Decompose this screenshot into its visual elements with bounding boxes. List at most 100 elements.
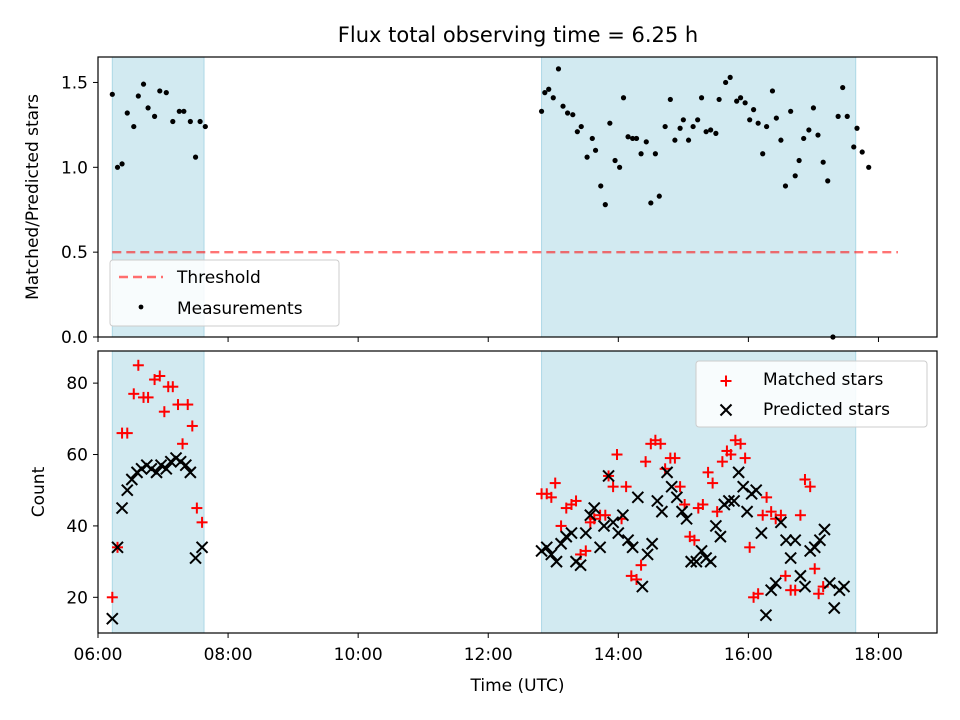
matched-star-point bbox=[549, 477, 561, 489]
matched-star-point bbox=[688, 534, 700, 546]
measurement-point bbox=[815, 132, 821, 138]
measurement-point bbox=[769, 88, 776, 94]
legend-plus-marker bbox=[720, 375, 732, 387]
cross-stroke bbox=[675, 505, 689, 518]
matched-star-point bbox=[757, 509, 769, 521]
predicted-star-point bbox=[709, 519, 723, 533]
matched-star-point bbox=[182, 399, 194, 411]
matched-star-point bbox=[711, 506, 723, 518]
y-tick-label: 80 bbox=[66, 374, 88, 394]
measurement-point bbox=[145, 105, 151, 111]
measurement-point bbox=[140, 81, 147, 87]
x-tick-label: 18:00 bbox=[854, 645, 903, 665]
ratio-legend: Threshold Measurements bbox=[109, 259, 340, 327]
measurement-point bbox=[620, 95, 627, 101]
matched-star-point bbox=[599, 509, 611, 521]
measurement-point bbox=[796, 157, 802, 164]
matched-star-point bbox=[106, 591, 118, 603]
cross-stroke bbox=[626, 541, 639, 554]
measurement-point bbox=[589, 135, 595, 142]
cross-stroke bbox=[641, 548, 654, 561]
count-y-ticks: 20 40 60 80 bbox=[66, 374, 98, 608]
matched-star-point bbox=[659, 463, 671, 475]
predicted-star-point bbox=[593, 541, 607, 554]
predicted-star-point bbox=[184, 466, 197, 479]
matched-star-point bbox=[555, 520, 567, 532]
predicted-star-point bbox=[616, 508, 630, 522]
predicted-star-point bbox=[584, 508, 597, 522]
predicted-star-point bbox=[722, 494, 736, 508]
legend-matched-label: Matched stars bbox=[763, 370, 883, 390]
cross-stroke bbox=[579, 526, 592, 540]
measurement-point bbox=[773, 115, 779, 121]
count-y-axis-label: Count bbox=[29, 466, 49, 517]
matched-star-point bbox=[121, 427, 133, 439]
predicted-star-point bbox=[774, 516, 788, 529]
count-legend-box bbox=[695, 360, 928, 428]
predicted-star-point bbox=[545, 548, 558, 561]
cross-stroke bbox=[764, 583, 778, 597]
cross-stroke bbox=[828, 601, 841, 615]
predicted-star-point bbox=[680, 512, 693, 525]
cross-stroke bbox=[189, 551, 202, 565]
cross-stroke bbox=[179, 459, 193, 472]
matched-star-point bbox=[761, 491, 773, 503]
measurement-point bbox=[584, 154, 590, 160]
measurement-point bbox=[617, 164, 623, 170]
cross-stroke bbox=[660, 466, 674, 479]
measurement-point bbox=[854, 125, 860, 131]
cross-stroke bbox=[174, 455, 187, 468]
cross-stroke bbox=[732, 466, 745, 479]
cross-stroke bbox=[813, 533, 827, 547]
matched-star-point bbox=[809, 563, 821, 575]
matched-star-point bbox=[655, 438, 667, 450]
predicted-star-point bbox=[115, 501, 129, 515]
cross-stroke bbox=[150, 466, 163, 479]
cross-stroke bbox=[655, 505, 669, 518]
cross-stroke bbox=[714, 530, 727, 543]
predicted-star-point bbox=[784, 551, 797, 565]
measurement-point bbox=[612, 157, 618, 164]
measurement-point bbox=[734, 98, 740, 104]
predicted-star-point bbox=[779, 533, 793, 547]
matched-star-point bbox=[735, 438, 747, 450]
cross-stroke bbox=[145, 462, 158, 476]
measurement-point bbox=[685, 137, 692, 143]
matched-star-point bbox=[697, 498, 709, 510]
predicted-star-point bbox=[189, 551, 202, 565]
measurement-point bbox=[672, 137, 678, 143]
predicted-star-point bbox=[732, 466, 745, 479]
matched-star-point bbox=[635, 559, 647, 571]
matched-star-point bbox=[789, 584, 801, 596]
legend-matched-swatch bbox=[720, 375, 732, 387]
predicted-star-point bbox=[588, 501, 601, 515]
measurement-point bbox=[607, 120, 613, 126]
measurement-point bbox=[782, 183, 789, 189]
measurement-point bbox=[163, 90, 169, 96]
matched-star-point bbox=[196, 516, 208, 528]
cross-stroke bbox=[709, 519, 723, 533]
cross-stroke bbox=[789, 533, 802, 547]
cross-stroke bbox=[195, 541, 209, 554]
measurement-point bbox=[750, 107, 757, 113]
cross-stroke bbox=[740, 505, 754, 518]
predicted-star-point bbox=[631, 491, 645, 504]
predicted-star-point bbox=[641, 548, 654, 561]
predicted-star-point bbox=[597, 519, 611, 533]
observing-window-shade bbox=[541, 56, 857, 338]
cross-stroke bbox=[665, 480, 678, 493]
measurement-point bbox=[656, 193, 662, 199]
measurement-point bbox=[677, 125, 683, 131]
predicted-star-point bbox=[808, 541, 821, 554]
cross-stroke bbox=[749, 484, 763, 497]
predicted-star-point bbox=[560, 530, 573, 543]
measurement-point bbox=[825, 178, 831, 184]
matched-star-point bbox=[799, 474, 811, 486]
predicted-star-point bbox=[759, 608, 773, 622]
matched-star-point bbox=[132, 359, 144, 371]
measurement-point bbox=[135, 93, 141, 99]
y-tick-label: 40 bbox=[66, 517, 88, 537]
measurement-point bbox=[574, 129, 580, 135]
predicted-star-point bbox=[606, 516, 620, 529]
